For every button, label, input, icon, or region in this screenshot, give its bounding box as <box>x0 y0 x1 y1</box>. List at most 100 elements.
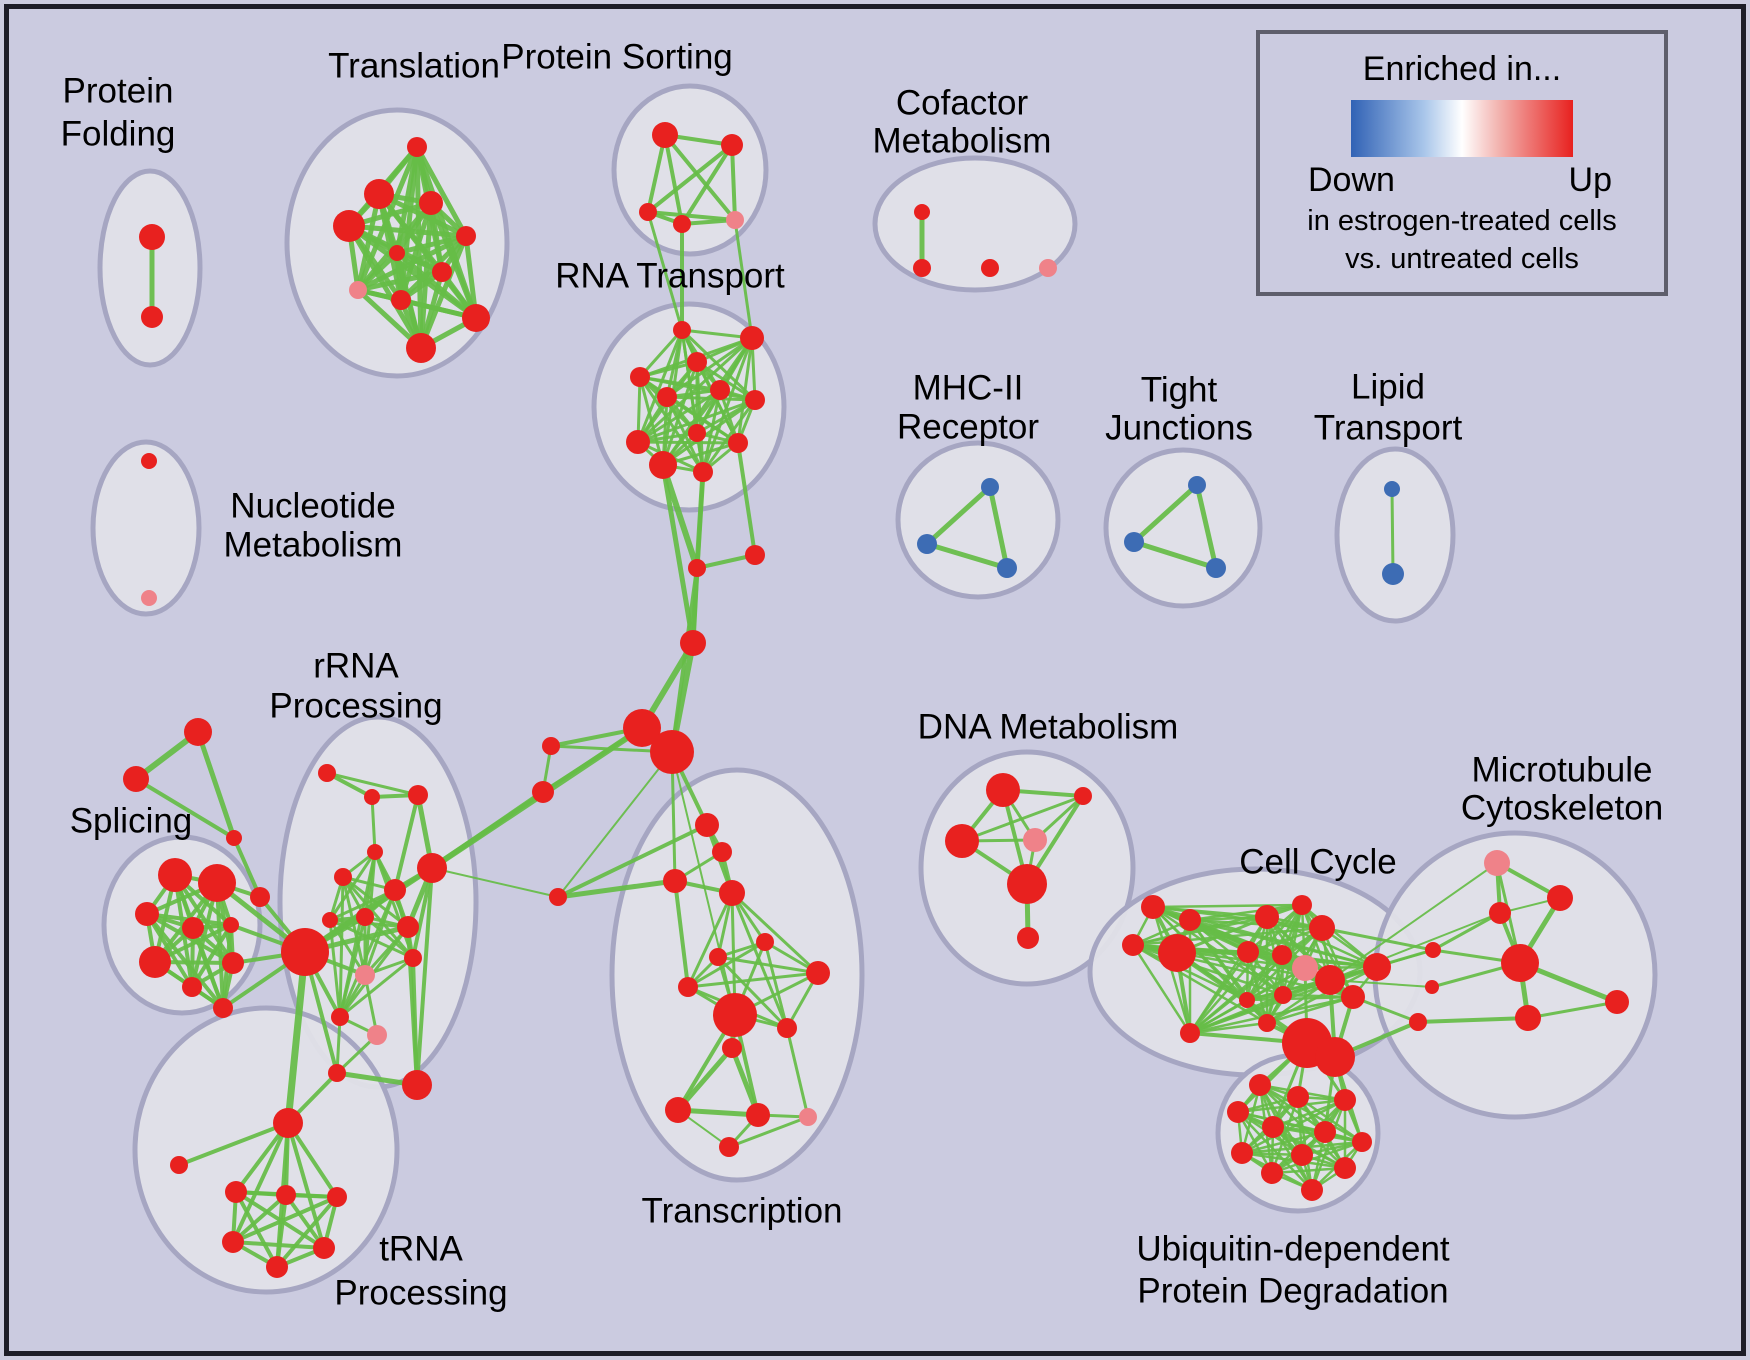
gene-set-node-p9 <box>213 998 233 1018</box>
network-edge <box>1188 993 1285 1035</box>
gene-set-node-cc13 <box>1239 992 1255 1008</box>
network-edge <box>1329 912 1501 981</box>
gene-set-node-mh1 <box>981 478 999 496</box>
gene-set-node-p8 <box>222 952 244 974</box>
network-edge <box>231 1195 339 1244</box>
cluster-label-rna-transport: RNA Transport <box>555 257 785 296</box>
gene-set-node-q8 <box>356 908 374 926</box>
gene-set-node-d5 <box>1007 864 1047 904</box>
network-edge <box>730 143 737 222</box>
gene-set-node-q14 <box>367 1025 387 1045</box>
gene-set-node-u0 <box>273 1108 303 1138</box>
network-edge <box>675 1045 735 1113</box>
gene-set-node-r6 <box>710 380 730 400</box>
network-edge <box>638 375 757 402</box>
gene-set-node-v12 <box>1301 1179 1323 1201</box>
gene-set-node-nm2 <box>141 590 157 606</box>
network-edge <box>1526 1000 1619 1020</box>
gene-set-node-cc0 <box>1158 934 1196 972</box>
network-edge <box>275 1193 288 1269</box>
network-edge <box>1188 1021 1269 1035</box>
network-edge <box>328 918 367 977</box>
gene-set-node-v4 <box>1227 1101 1249 1123</box>
network-edge <box>338 888 397 1019</box>
gene-set-node-cc14 <box>1258 1014 1276 1032</box>
gene-set-node-r3 <box>687 352 707 372</box>
cluster-label-splicing: Splicing <box>70 802 193 841</box>
cluster-label-mhc-ii-receptor: MHC-II <box>913 369 1024 408</box>
gene-set-node-t7 <box>432 262 452 282</box>
gene-set-node-u3 <box>276 1185 296 1205</box>
gene-set-node-mt4 <box>1501 944 1539 982</box>
cluster-label-cell-cycle: Cell Cycle <box>1239 843 1397 882</box>
network-edge <box>325 771 420 797</box>
cluster-label-lipid-transport: Transport <box>1314 409 1463 448</box>
gene-set-node-p1 <box>158 858 192 892</box>
gene-set-node-r9 <box>626 430 650 454</box>
network-edge <box>636 440 740 445</box>
gene-set-node-v8 <box>1231 1142 1253 1164</box>
cluster-label-rrna-processing: Processing <box>269 687 442 726</box>
gene-set-node-v5 <box>1262 1116 1284 1138</box>
network-edge <box>733 218 754 340</box>
gene-set-node-x2 <box>712 842 732 862</box>
gene-set-node-t11 <box>406 333 436 363</box>
network-edge <box>1270 1166 1347 1175</box>
gene-set-node-g2 <box>123 766 149 792</box>
legend-context-line-1: in estrogen-treated cells <box>1307 205 1617 237</box>
cluster-label-cofactor-metabolism: Cofactor <box>896 84 1029 123</box>
gene-set-node-v3 <box>1334 1089 1356 1111</box>
gene-set-node-v7 <box>1352 1132 1372 1152</box>
cluster-ellipse-protein-sorting <box>611 83 769 257</box>
network-edge <box>1265 965 1379 1025</box>
cluster-label-dna-metabolism: DNA Metabolism <box>918 708 1179 747</box>
gene-set-node-m1 <box>226 830 242 846</box>
gene-set-node-s2 <box>721 134 743 156</box>
network-edge <box>556 823 709 899</box>
gene-set-node-d1 <box>986 773 1020 807</box>
gene-set-node-t5 <box>456 226 476 246</box>
cluster-ellipse-lipid-transport <box>1334 446 1456 624</box>
gene-set-node-x15 <box>719 1137 739 1157</box>
cluster-label-tight-junctions: Junctions <box>1105 409 1253 448</box>
gene-set-node-B2 <box>1315 1037 1355 1077</box>
gene-set-node-g1 <box>184 718 212 746</box>
gene-set-node-mt6 <box>1515 1005 1541 1031</box>
network-edge <box>1151 903 1304 909</box>
gene-set-node-cc6 <box>1309 915 1335 941</box>
gene-set-node-x14 <box>799 1108 817 1126</box>
gene-set-node-s4 <box>673 215 691 233</box>
network-edge <box>924 484 993 547</box>
gene-set-node-cc4 <box>1255 905 1279 929</box>
network-edge <box>660 462 700 571</box>
gene-set-node-q2 <box>364 789 380 805</box>
network-edge <box>1236 1098 1347 1114</box>
gene-set-node-cc12 <box>1363 953 1391 981</box>
gene-set-node-d6 <box>1017 927 1039 949</box>
cluster-label-protein-folding: Protein <box>63 72 174 111</box>
network-edge <box>231 1193 288 1244</box>
network-edge <box>1246 903 1304 954</box>
legend-box: Enriched in... Down Up in estrogen-treat… <box>1256 30 1668 296</box>
network-edge <box>730 891 789 1030</box>
gene-set-node-nm1 <box>141 453 157 469</box>
network-edge <box>328 918 415 960</box>
network-edge <box>763 940 789 1030</box>
gene-set-node-k3 <box>1409 1013 1427 1031</box>
network-edge <box>415 866 434 1087</box>
cluster-label-trna-processing: Processing <box>334 1274 507 1313</box>
network-edge <box>716 955 820 975</box>
network-edge <box>730 891 820 975</box>
network-edge <box>363 973 379 1037</box>
network-edge <box>173 873 235 965</box>
network-edge <box>663 133 737 222</box>
network-edge <box>661 398 757 467</box>
gene-set-node-x6 <box>709 948 727 966</box>
network-edge <box>680 328 757 402</box>
gene-set-node-x8 <box>806 961 830 985</box>
gene-set-node-r12 <box>693 462 713 482</box>
network-edge <box>1188 903 1304 1035</box>
gene-set-node-q4 <box>367 844 383 860</box>
gene-set-node-s1 <box>652 122 678 148</box>
